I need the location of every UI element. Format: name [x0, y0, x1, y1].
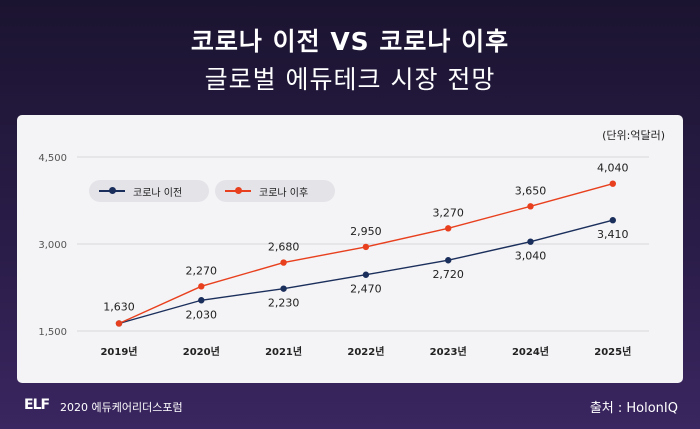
data-point-before: [445, 257, 452, 264]
data-point-before: [527, 238, 534, 245]
x-tick-label: 2020년: [183, 345, 220, 358]
data-label-after: 3,270: [432, 206, 464, 219]
data-point-after: [609, 180, 616, 187]
data-label-after: 4,040: [597, 162, 629, 175]
elf-logo: ELF: [24, 397, 50, 413]
data-point-before: [609, 217, 616, 224]
x-tick-label: 2024년: [512, 345, 549, 358]
legend-item-before: 코로나 이전: [89, 180, 209, 202]
legend-item-after: 코로나 이후: [215, 180, 335, 202]
data-point-before: [362, 271, 370, 278]
data-label-before: 3,410: [597, 228, 629, 241]
x-tick-label: 2021년: [265, 345, 302, 358]
x-tick-label: 2022년: [347, 345, 384, 358]
data-label-start: 1,630: [103, 300, 135, 313]
legend-swatch-before: [99, 186, 125, 196]
x-tick-label: 2023년: [430, 345, 467, 358]
data-point-after: [527, 203, 534, 210]
x-tick-label: 2025년: [594, 345, 631, 358]
data-label-before: 2,720: [432, 268, 464, 281]
line-chart: 1,500 3,000 4,500 2019년 2020년 2021년 2022년 2023년…: [38, 153, 649, 358]
data-label-before: 2,470: [350, 283, 382, 296]
chart-card: 1,500 3,000 4,500 2019년 2020년 2021년 2022년 2023년…: [17, 115, 683, 383]
data-point-after: [115, 320, 123, 327]
data-point-after: [362, 243, 370, 251]
data-point-after: [280, 259, 287, 266]
data-label-after: 2,950: [350, 225, 382, 238]
y-tick-label: 1,500: [38, 327, 67, 338]
data-label-after: 2,680: [268, 241, 300, 254]
data-label-after: 2,270: [186, 264, 218, 277]
data-label-after: 3,650: [515, 184, 547, 197]
y-tick-label: 3,000: [38, 240, 67, 251]
legend-swatch-after: [225, 186, 251, 196]
footer-source: 출처 : HolonIQ: [589, 401, 678, 416]
chart-title-line1: 코로나 이전 VS 코로나 이후: [190, 27, 510, 56]
data-label-before: 2,030: [186, 308, 218, 321]
data-label-before: 2,230: [268, 297, 300, 310]
x-tick-label: 2019년: [100, 345, 137, 358]
data-label-before: 3,040: [515, 250, 547, 263]
legend-label-before: 코로나 이전: [133, 187, 183, 199]
unit-label: (단위:억달러): [602, 129, 665, 142]
data-point-after: [445, 225, 452, 232]
chart-title-line2: 글로벌 에듀테크 시장 전망: [204, 65, 496, 94]
footer-org: 2020 에듀케어리더스포럼: [60, 401, 183, 414]
data-point-before: [280, 285, 287, 292]
data-point-before: [198, 297, 205, 304]
legend-label-after: 코로나 이후: [259, 187, 309, 199]
y-tick-label: 4,500: [38, 153, 67, 164]
data-point-after: [198, 283, 205, 290]
